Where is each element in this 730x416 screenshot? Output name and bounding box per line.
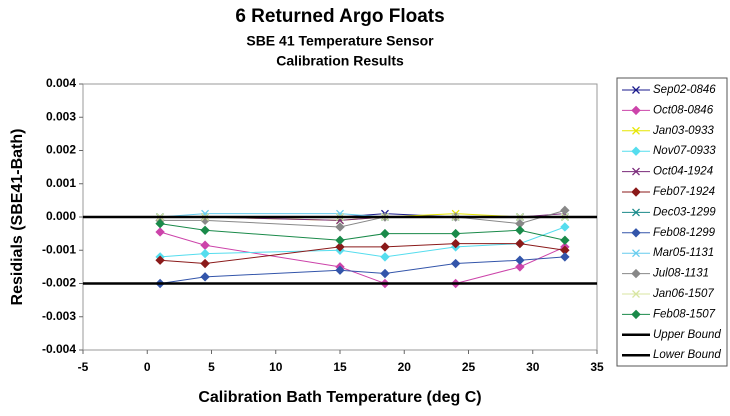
y-tick-label: 0.001 [46,176,76,190]
legend-label: Jan06-1507 [652,288,714,300]
data-point [380,228,390,239]
legend [616,77,728,367]
legend-label: Dec03-1299 [653,206,716,218]
y-tick-label: -0.001 [42,242,76,256]
legend-marker [632,167,640,176]
data-point [200,240,210,250]
x-tick-label: 25 [462,360,476,374]
legend-marker [631,187,641,197]
x-tick-label: 15 [333,360,347,374]
legend-marker [631,228,641,238]
x-tick-label: 35 [590,360,604,374]
data-point [200,248,210,259]
y-axis-label: Residials (SBE41-Bath) [9,129,26,306]
data-point [200,225,210,236]
data-point [335,242,345,252]
data-point [155,227,165,237]
data-point [155,255,165,265]
data-point [560,205,570,216]
legend-label: Feb08-1299 [653,227,716,239]
chart-subtitle: SBE 41 Temperature Sensor [246,33,434,49]
data-point [515,238,525,249]
x-tick-label: 0 [144,360,151,374]
x-tick-label: 5 [208,360,215,374]
y-tick-label: -0.004 [42,342,76,356]
data-point [450,258,461,269]
legend-marker [632,126,640,135]
data-point [515,262,525,272]
legend-label: Oct08-0846 [653,104,714,116]
y-tick-label: -0.002 [42,276,76,290]
legend-label: Feb08-1507 [653,308,716,320]
data-point [560,252,570,262]
y-tick-label: 0.000 [46,209,76,223]
y-tick-label: 0.003 [46,109,76,123]
legend-marker [632,86,640,94]
data-point [450,238,461,249]
legend-label: Feb07-1924 [653,186,715,198]
data-point [335,235,345,245]
data-point [515,225,525,236]
chart-subtitle: Calibration Results [276,53,404,69]
x-axis-label: Calibration Bath Temperature (deg C) [198,389,481,406]
legend-marker [631,309,641,320]
x-tick-label: -5 [78,360,89,374]
legend-label: Jan03-0933 [652,125,714,137]
data-point [450,228,461,239]
x-tick-label: 20 [398,360,412,374]
legend-label: Jul08-1131 [652,268,709,280]
data-point [335,265,345,275]
legend-label: Nov07-0933 [653,145,716,157]
data-point [200,258,210,269]
series-line [160,256,565,284]
series-line [160,223,565,241]
data-point [380,268,390,279]
y-tick-label: 0.004 [46,76,76,90]
x-tick-label: 30 [526,360,540,374]
x-tick-label: 10 [269,360,283,374]
data-point [380,252,390,262]
legend-marker [632,290,640,298]
legend-label: Oct04-1924 [653,166,713,178]
legend-marker [631,146,641,156]
data-point [560,235,570,245]
y-tick-label: -0.003 [42,309,76,323]
legend-marker [632,208,640,217]
legend-label: Upper Bound [653,329,721,341]
legend-marker [631,105,641,116]
chart-title: 6 Returned Argo Floats [235,6,444,27]
legend-marker [631,268,641,279]
data-point [200,272,210,282]
data-point [560,222,570,232]
data-point [380,242,390,252]
legend-label: Sep02-0846 [653,84,716,96]
legend-label: Mar05-1131 [653,247,714,259]
legend-marker [632,249,640,258]
data-point [515,255,525,265]
y-tick-label: 0.002 [46,143,76,157]
data-point [335,222,345,232]
data-point [155,218,165,229]
legend-label: Lower Bound [653,349,721,361]
